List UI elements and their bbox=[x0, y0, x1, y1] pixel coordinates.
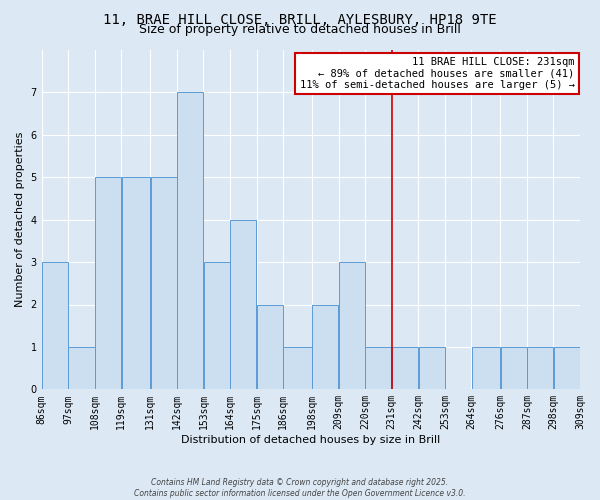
Bar bbox=[419, 347, 445, 390]
Text: Contains HM Land Registry data © Crown copyright and database right 2025.
Contai: Contains HM Land Registry data © Crown c… bbox=[134, 478, 466, 498]
Bar bbox=[472, 347, 500, 390]
Y-axis label: Number of detached properties: Number of detached properties bbox=[15, 132, 25, 308]
Text: Size of property relative to detached houses in Brill: Size of property relative to detached ho… bbox=[139, 22, 461, 36]
Bar bbox=[554, 347, 580, 390]
Bar bbox=[42, 262, 68, 390]
Bar bbox=[500, 347, 527, 390]
Text: 11, BRAE HILL CLOSE, BRILL, AYLESBURY, HP18 9TE: 11, BRAE HILL CLOSE, BRILL, AYLESBURY, H… bbox=[103, 12, 497, 26]
Bar bbox=[95, 178, 121, 390]
Bar bbox=[177, 92, 203, 390]
Text: 11 BRAE HILL CLOSE: 231sqm
← 89% of detached houses are smaller (41)
11% of semi: 11 BRAE HILL CLOSE: 231sqm ← 89% of deta… bbox=[299, 57, 575, 90]
Bar bbox=[151, 178, 176, 390]
Bar bbox=[339, 262, 365, 390]
Bar bbox=[203, 262, 230, 390]
Bar bbox=[283, 347, 312, 390]
Bar bbox=[122, 178, 150, 390]
Bar bbox=[392, 347, 418, 390]
Bar bbox=[230, 220, 256, 390]
X-axis label: Distribution of detached houses by size in Brill: Distribution of detached houses by size … bbox=[181, 435, 440, 445]
Bar bbox=[257, 304, 283, 390]
Bar bbox=[313, 304, 338, 390]
Bar bbox=[365, 347, 391, 390]
Bar bbox=[527, 347, 553, 390]
Bar bbox=[68, 347, 95, 390]
